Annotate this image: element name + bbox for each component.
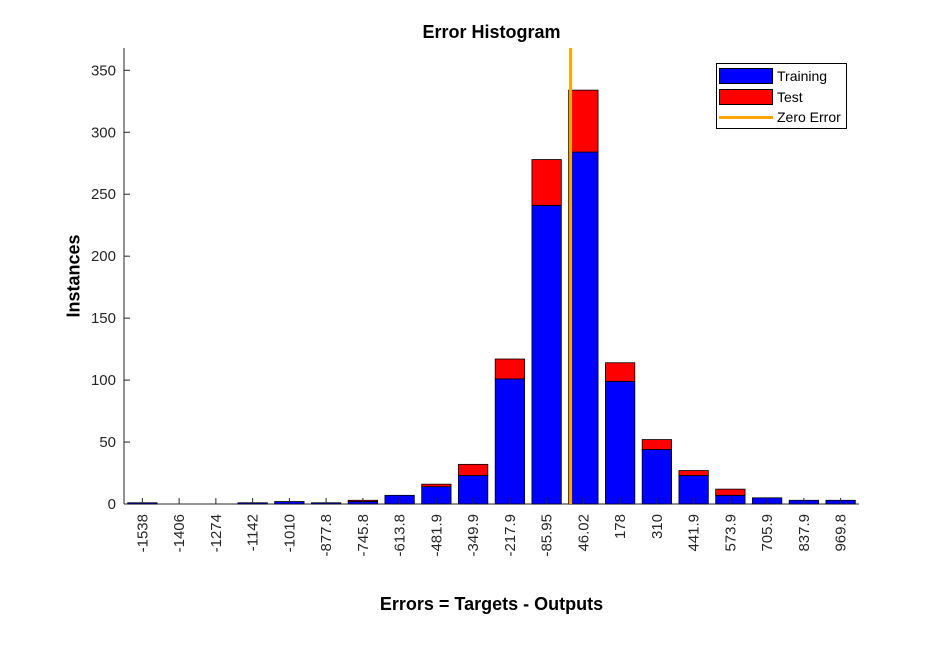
bar-test [458, 463, 489, 476]
x-tick-label: -1142 [245, 514, 262, 551]
bar-test [531, 159, 562, 206]
y-axis-label: Instances [63, 234, 84, 318]
x-tick-label: -349.9 [465, 514, 482, 557]
x-tick-label: 46.02 [575, 514, 592, 552]
legend-label-training: Training [777, 68, 828, 84]
bar-test [568, 89, 599, 153]
x-tick-label: 969.8 [833, 514, 850, 552]
y-tick-label: 300 [91, 124, 116, 141]
bar-test [641, 439, 672, 450]
legend: Training Test Zero Error [716, 63, 847, 129]
x-tick-label: 178 [612, 514, 629, 539]
x-tick-label: 705.9 [759, 514, 776, 552]
x-tick-label: -1010 [281, 514, 298, 552]
x-tick-label: -877.8 [318, 514, 335, 557]
bar-training [568, 151, 599, 505]
x-tick-label: -85.95 [539, 514, 556, 557]
y-tick-label: 150 [91, 310, 116, 327]
legend-swatch-test [719, 89, 773, 105]
chart-title: Error Histogram [422, 22, 561, 42]
bar-test [715, 488, 746, 496]
bar-test [421, 483, 452, 488]
bar-training [641, 449, 672, 505]
y-tick-label: 350 [91, 62, 116, 79]
bar-training [494, 378, 525, 505]
legend-item-test: Test [719, 88, 803, 106]
x-tick-label: -1406 [171, 514, 188, 552]
x-tick-label: 573.9 [722, 514, 739, 552]
x-tick-label: -1538 [134, 514, 151, 552]
x-tick-label: 837.9 [796, 514, 813, 552]
x-tick-label: -745.8 [355, 514, 372, 557]
x-tick-label: -217.9 [502, 514, 519, 557]
x-axis-label: Errors = Targets - Outputs [379, 594, 604, 614]
y-tick-label: 250 [91, 186, 116, 203]
legend-label-test: Test [777, 89, 803, 105]
x-tick-label: 310 [649, 514, 666, 539]
legend-label-zero-error: Zero Error [777, 109, 841, 125]
bar-training [531, 204, 562, 505]
x-tick-label: -481.9 [428, 514, 445, 557]
y-tick-label: 100 [91, 372, 116, 389]
legend-line-zero-error [719, 115, 773, 119]
y-tick-label: 200 [91, 248, 116, 265]
bar-test [678, 470, 709, 476]
y-tick-label: 50 [99, 434, 116, 451]
y-tick-label: 0 [108, 496, 116, 513]
x-tick-label: -1274 [208, 514, 225, 552]
x-tick-label: 441.9 [686, 514, 703, 552]
legend-swatch-training [719, 68, 773, 84]
legend-item-zero-error: Zero Error [719, 108, 841, 126]
bar-training [605, 380, 636, 505]
bar-test [494, 358, 525, 380]
bar-test [605, 362, 636, 382]
legend-item-training: Training [719, 67, 827, 85]
x-tick-label: -613.8 [392, 514, 409, 557]
